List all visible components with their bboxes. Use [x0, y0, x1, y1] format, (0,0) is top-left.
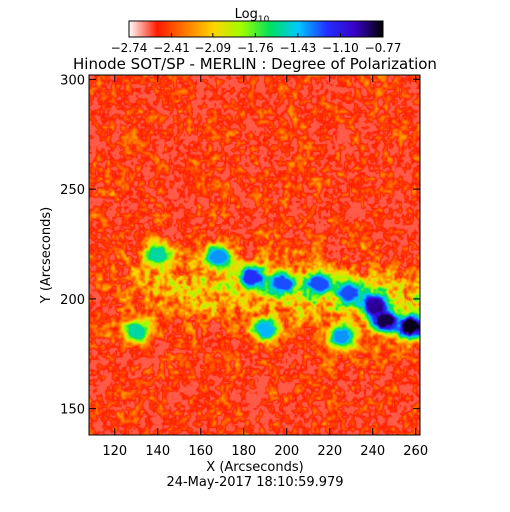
- x-tick-label: 140: [145, 444, 170, 459]
- y-axis-label: Y (Arcseconds): [39, 207, 54, 304]
- colorbar-label-subscript: 10: [258, 15, 270, 25]
- colorbar-tick-label: −1.76: [237, 41, 274, 55]
- x-tick-label: 260: [403, 444, 428, 459]
- colorbar-tick-label: −0.77: [365, 41, 402, 55]
- y-tick-label: 300: [60, 73, 85, 88]
- timestamp: 24-May-2017 18:10:59.979: [166, 475, 343, 490]
- colorbar-label: Log10: [235, 7, 270, 25]
- colorbar-tick-label: −2.09: [194, 41, 231, 55]
- heatmap-image: [89, 75, 420, 435]
- colorbar-tick-label: −2.41: [153, 41, 190, 55]
- colorbar-tick-label: −1.43: [280, 41, 317, 55]
- chart-title: Hinode SOT/SP - MERLIN : Degree of Polar…: [73, 55, 437, 73]
- x-tick-label: 180: [231, 444, 256, 459]
- x-axis-label: X (Arcseconds): [206, 460, 303, 475]
- x-tick-label: 220: [317, 444, 342, 459]
- x-tick-label: 200: [274, 444, 299, 459]
- y-tick-label: 150: [60, 403, 85, 418]
- x-tick-label: 240: [360, 444, 385, 459]
- x-tick-label: 160: [188, 444, 213, 459]
- x-tick-label: 120: [102, 444, 127, 459]
- plot-frame: [88, 74, 421, 436]
- colorbar-tick-label: −2.74: [111, 41, 148, 55]
- plot-area: [88, 74, 421, 436]
- colorbar: [128, 20, 384, 38]
- y-tick-label: 250: [60, 183, 85, 198]
- y-tick-label: 200: [60, 293, 85, 308]
- colorbar-tick-label: −1.10: [322, 41, 359, 55]
